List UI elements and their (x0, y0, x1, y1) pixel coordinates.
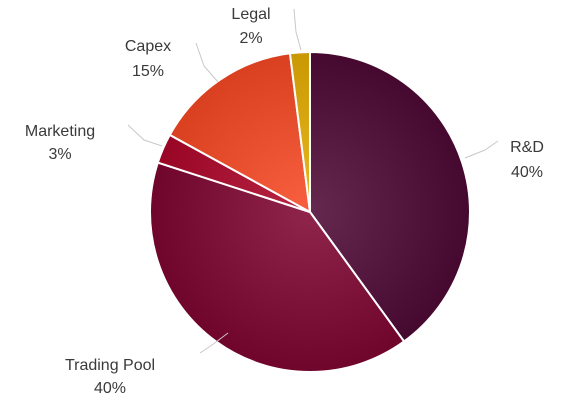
leader-line-trading-pool (199, 332, 229, 354)
slice-label-capex: Capex (125, 38, 171, 55)
slice-label-legal: Legal (231, 6, 270, 23)
slices-layer (149, 50, 471, 373)
leader-lines-layer (127, 8, 499, 354)
leader-line-r-and-d (464, 140, 499, 159)
slice-label-trading-pool: Trading Pool (65, 357, 155, 374)
slice-label-r-and-d: R&D (510, 139, 544, 156)
leader-line-capex (195, 42, 219, 83)
leader-line-marketing (127, 124, 163, 147)
pie-slice-r-and-d[interactable] (309, 50, 471, 343)
slice-percent-marketing: 3% (48, 146, 71, 163)
pie-slice-legal[interactable] (288, 50, 311, 213)
leader-line-legal (293, 8, 302, 51)
pie-slice-capex[interactable] (168, 52, 312, 214)
labels-layer: R&D 40% Trading Pool 40% Marketing 3% Capex 15%… (25, 6, 544, 397)
slice-percent-legal: 2% (239, 30, 262, 47)
slice-percent-capex: 15% (132, 63, 164, 80)
slice-label-marketing: Marketing (25, 123, 95, 140)
slice-percent-trading-pool: 40% (94, 380, 126, 397)
slice-percent-r-and-d: 40% (511, 164, 543, 181)
